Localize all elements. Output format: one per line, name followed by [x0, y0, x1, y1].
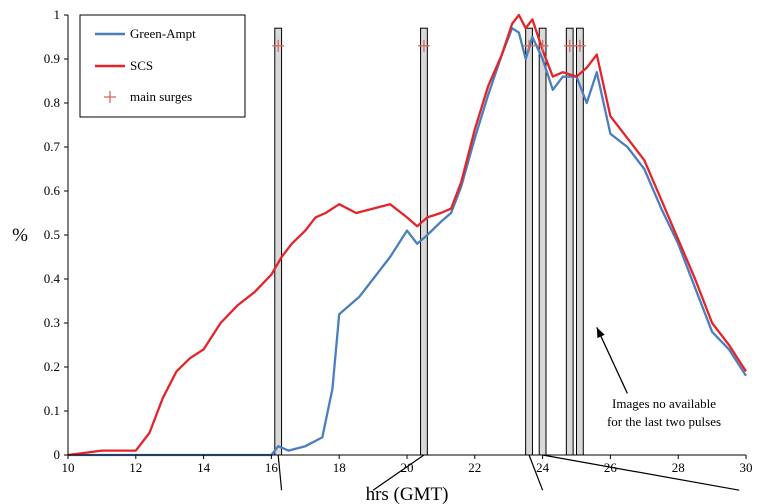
annotation-line-1: Images no available — [612, 396, 716, 411]
surge-markers — [272, 39, 586, 52]
surge-bar-4 — [538, 27, 547, 456]
legend-label-green-ampt: Green-Ampt — [130, 26, 196, 41]
leader-line-2 — [372, 454, 425, 491]
y-tick-label: 0.5 — [44, 227, 60, 242]
surge-marker-6 — [573, 39, 586, 52]
surge-bars — [274, 27, 584, 456]
surge-bar-3 — [525, 27, 533, 456]
x-tick-label: 12 — [129, 460, 142, 475]
x-tick-label: 20 — [401, 460, 414, 475]
legend-swatch-main-surges — [104, 91, 116, 103]
legend-plus-marker — [104, 91, 116, 103]
surge-marker-5 — [563, 39, 576, 52]
leader-line-3 — [528, 454, 544, 491]
axes — [64, 14, 747, 459]
y-tick-label: 0.1 — [44, 403, 60, 418]
y-tick-label: 1 — [54, 7, 61, 22]
series-line-scs — [67, 13, 747, 457]
x-tick-labels: 1012141618202224262830 — [62, 460, 753, 475]
x-tick-label: 16 — [265, 460, 279, 475]
annotation-line-2: for the last two pulses — [607, 414, 721, 429]
annotation-arrow — [596, 327, 628, 394]
y-tick-label: 0.2 — [44, 359, 60, 374]
leader-line-1 — [277, 454, 283, 491]
surge-marker-4 — [536, 39, 549, 52]
legend-label-main-surges: main surges — [130, 89, 192, 104]
surge-bar-2 — [420, 27, 428, 456]
legend-label-scs: SCS — [130, 58, 153, 73]
y-tick-label: 0.7 — [44, 139, 61, 154]
series-lines — [67, 13, 747, 457]
legend: Green-Ampt SCS main surges — [79, 14, 246, 118]
y-tick-label: 0.9 — [44, 51, 60, 66]
leader-lines — [277, 454, 740, 491]
x-tick-label: 18 — [333, 460, 346, 475]
y-tick-label: 0.4 — [44, 271, 61, 286]
y-tick-labels: 0 0.1 0.2 0.3 0.4 0.5 0.6 0.7 0.8 0.9 1 — [44, 7, 61, 462]
x-axis-label: hrs (GMT) — [366, 484, 449, 504]
surge-marker-3 — [523, 39, 536, 52]
y-tick-label: 0 — [54, 447, 61, 462]
surge-bar-5 — [565, 27, 574, 456]
y-tick-label: 0.6 — [44, 183, 61, 198]
y-axis-label: % — [12, 225, 28, 246]
x-tick-label: 22 — [468, 460, 481, 475]
x-tick-label: 28 — [672, 460, 685, 475]
surge-bar-1 — [274, 27, 283, 456]
x-tick-label: 30 — [740, 460, 753, 475]
x-tick-label: 24 — [536, 460, 550, 475]
y-tick-label: 0.3 — [44, 315, 60, 330]
y-tick-label: 0.8 — [44, 95, 60, 110]
x-tick-label: 10 — [62, 460, 75, 475]
annotation: Images no available for the last two pul… — [596, 327, 721, 429]
leader-line-4 — [542, 454, 740, 491]
annotation-arrowhead — [596, 327, 605, 339]
series-line-green-ampt — [68, 27, 747, 457]
x-tick-label: 14 — [197, 460, 211, 475]
surge-marker-2 — [417, 39, 430, 52]
surge-marker-1 — [272, 39, 285, 52]
